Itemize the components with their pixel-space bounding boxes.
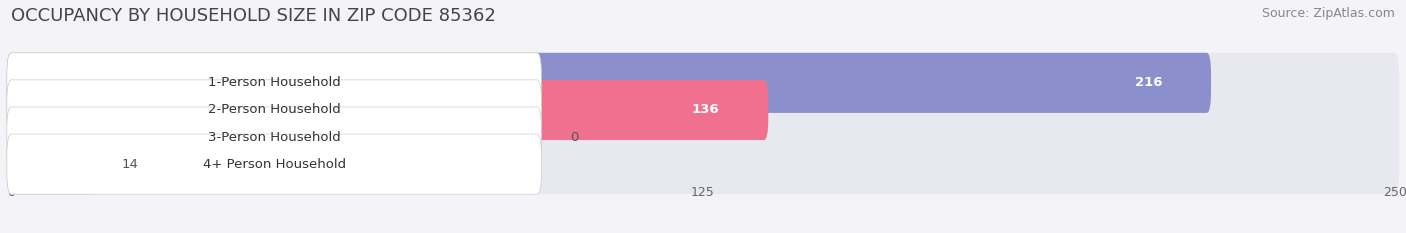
Text: 4+ Person Household: 4+ Person Household (202, 158, 346, 171)
Text: 2-Person Household: 2-Person Household (208, 103, 340, 116)
Text: 14: 14 (122, 158, 139, 171)
FancyBboxPatch shape (7, 107, 1399, 167)
Text: Source: ZipAtlas.com: Source: ZipAtlas.com (1261, 7, 1395, 20)
FancyBboxPatch shape (7, 80, 768, 140)
Text: 1-Person Household: 1-Person Household (208, 76, 340, 89)
FancyBboxPatch shape (7, 80, 1399, 140)
Text: 216: 216 (1135, 76, 1163, 89)
FancyBboxPatch shape (7, 80, 541, 140)
FancyBboxPatch shape (7, 107, 541, 167)
Text: 136: 136 (692, 103, 720, 116)
Text: 3-Person Household: 3-Person Household (208, 130, 340, 144)
FancyBboxPatch shape (7, 53, 1211, 113)
FancyBboxPatch shape (7, 134, 93, 194)
Text: 0: 0 (571, 130, 578, 144)
FancyBboxPatch shape (7, 134, 541, 194)
Text: OCCUPANCY BY HOUSEHOLD SIZE IN ZIP CODE 85362: OCCUPANCY BY HOUSEHOLD SIZE IN ZIP CODE … (11, 7, 496, 25)
FancyBboxPatch shape (7, 53, 541, 113)
FancyBboxPatch shape (7, 53, 1399, 113)
FancyBboxPatch shape (7, 134, 1399, 194)
